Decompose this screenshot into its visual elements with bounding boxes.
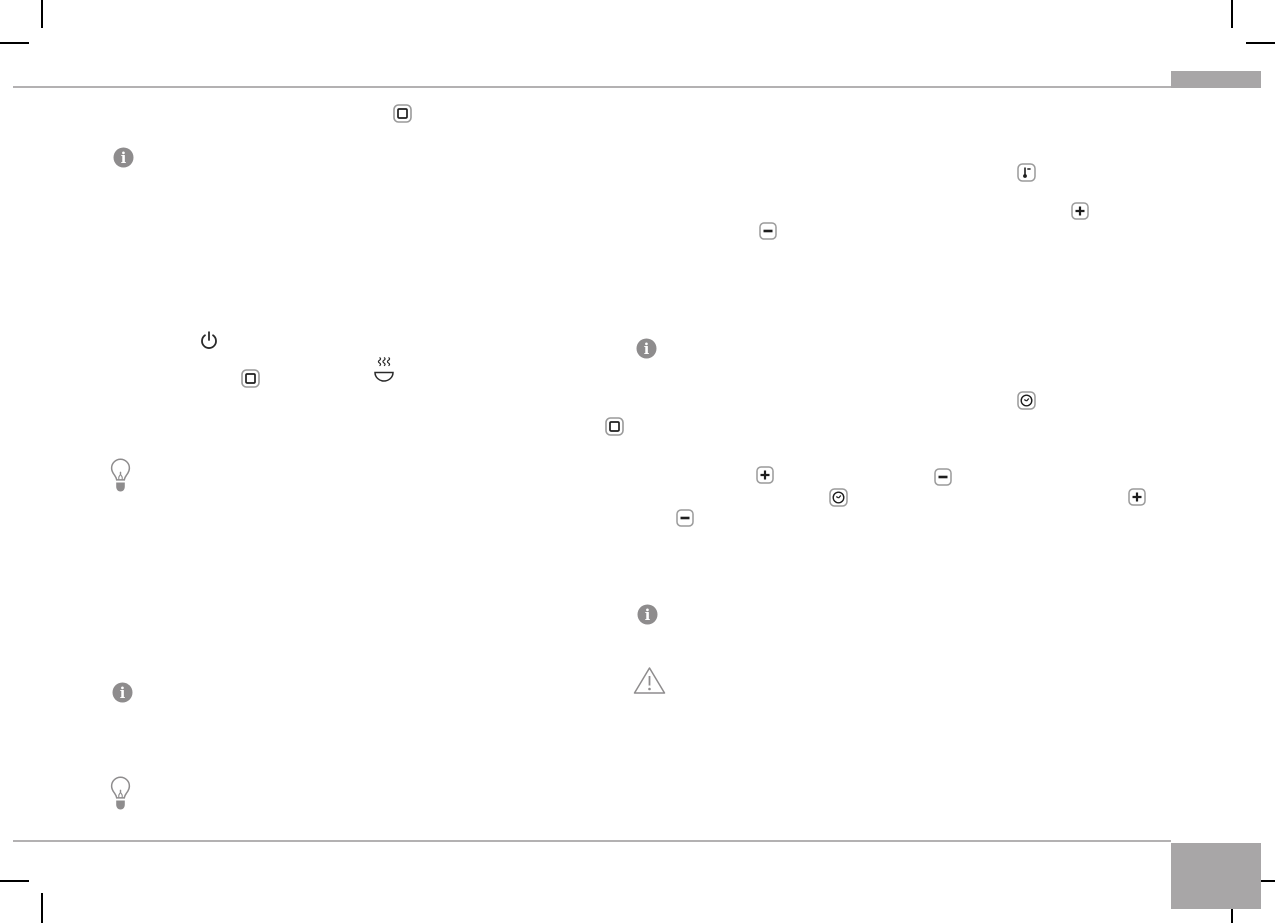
- timer-button-icon: [1017, 391, 1036, 410]
- svg-text:i: i: [121, 150, 127, 167]
- info-icon: i: [637, 604, 658, 625]
- header-corner-tab: [1171, 71, 1261, 88]
- crop-mark-bottom-left-horizontal: [0, 880, 29, 882]
- plus-button-icon: [756, 466, 774, 484]
- timer-button-icon: [829, 488, 848, 507]
- power-icon: [200, 331, 218, 350]
- tip-bulb-icon: [110, 458, 131, 497]
- info-icon: i: [113, 147, 134, 168]
- info-icon: i: [112, 682, 133, 703]
- footer-corner-tab: [1171, 843, 1261, 909]
- minus-button-icon: [934, 468, 952, 486]
- temperature-button-icon: [1017, 163, 1036, 182]
- tip-bulb-icon: [110, 776, 131, 815]
- plus-button-icon: [1128, 488, 1146, 506]
- crop-mark-top-left-horizontal: [0, 42, 29, 44]
- crop-mark-bottom-left-vertical: [41, 893, 43, 923]
- svg-text:i: i: [645, 607, 651, 624]
- svg-text:i: i: [120, 685, 126, 702]
- crop-mark-top-left-vertical: [41, 0, 43, 28]
- header-rule: [13, 86, 1171, 88]
- info-icon: i: [636, 338, 657, 359]
- crop-mark-top-right-vertical: [1231, 0, 1233, 28]
- svg-text:i: i: [644, 341, 650, 358]
- minus-button-icon: [759, 222, 777, 240]
- stop-button-icon: [393, 104, 412, 123]
- plus-button-icon: [1071, 202, 1089, 220]
- footer-rule: [13, 840, 1171, 842]
- crop-mark-top-right-horizontal: [1246, 42, 1275, 44]
- stop-button-icon: [241, 369, 260, 388]
- keep-warm-icon: [373, 356, 395, 384]
- warning-triangle-icon: [633, 666, 666, 695]
- stop-button-icon: [605, 417, 624, 436]
- minus-button-icon: [676, 509, 694, 527]
